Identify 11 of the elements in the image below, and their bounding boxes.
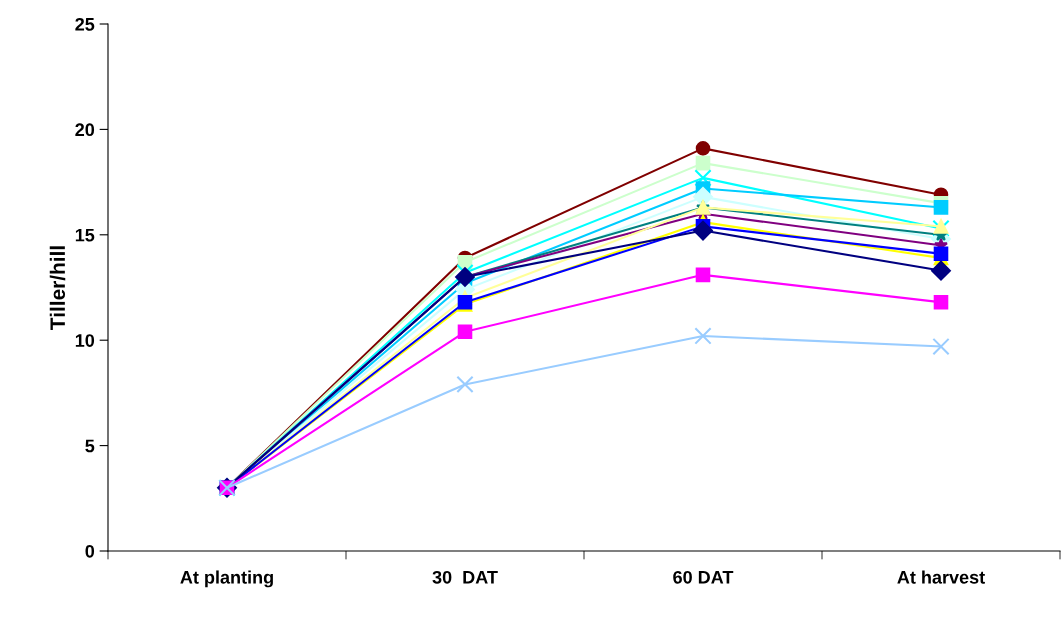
y-tick-label: 5: [85, 439, 95, 453]
x-tick-label: 30 DAT: [432, 570, 498, 584]
x-tick-label: 60 DAT: [673, 570, 734, 584]
x-tick-label: At planting: [180, 570, 273, 588]
x-tick-label: At harvest: [897, 570, 985, 584]
y-tick-label: 20: [75, 123, 95, 137]
y-axis-title: Tiller/hill: [49, 246, 66, 330]
y-tick-label: 25: [75, 17, 95, 31]
y-tick-label: 15: [75, 228, 95, 242]
y-tick-label: 0: [85, 544, 95, 558]
y-tick-label: 10: [75, 334, 95, 347]
